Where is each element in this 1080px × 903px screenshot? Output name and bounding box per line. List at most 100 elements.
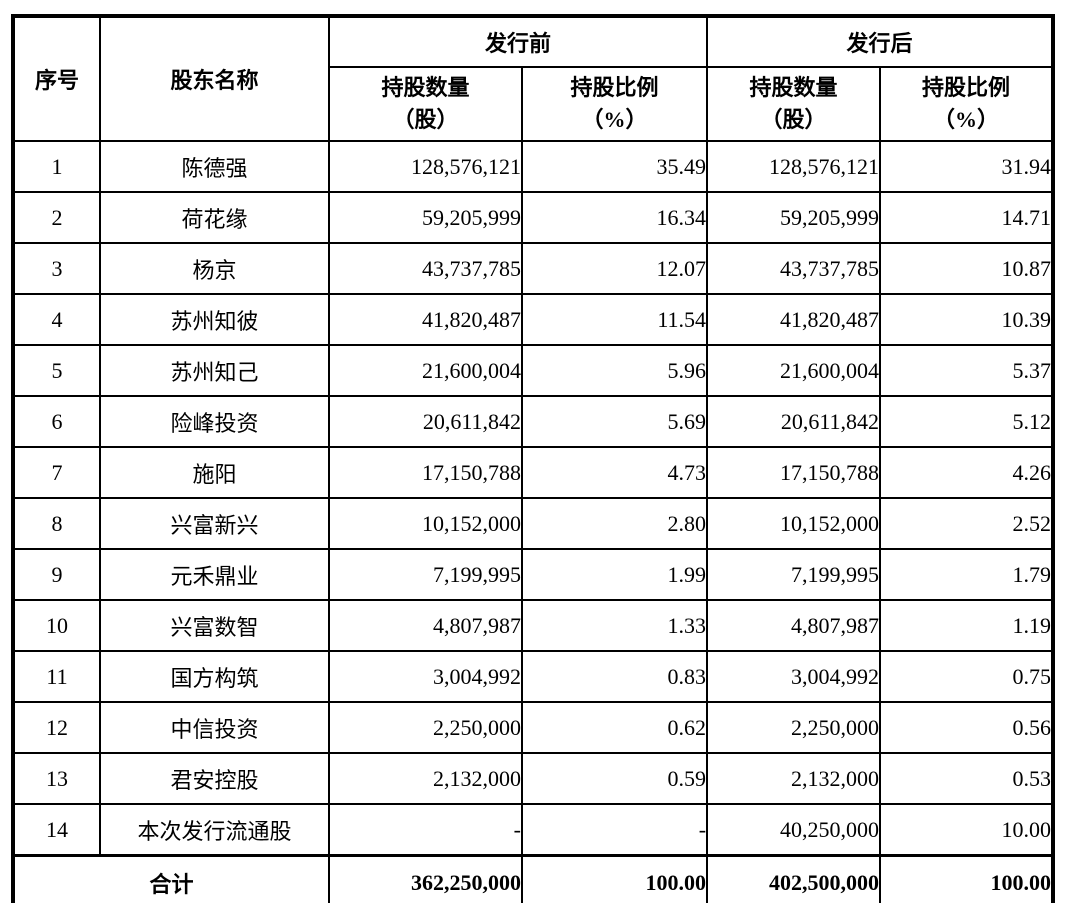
cell-shareholder-name: 中信投资 (99, 701, 330, 754)
cell-after-shares: 21,600,004 (706, 344, 882, 397)
cell-index: 2 (12, 191, 101, 244)
cell-after-ratio: 10.00 (879, 803, 1055, 857)
header-index: 序号 (12, 15, 101, 142)
cell-index: 10 (12, 599, 101, 652)
cell-before-shares: 17,150,788 (328, 446, 523, 499)
table-row: 5 苏州知己 21,600,004 5.96 21,600,004 5.37 (12, 344, 1055, 397)
cell-after-shares: 2,250,000 (706, 701, 882, 754)
cell-before-ratio: 16.34 (520, 191, 709, 244)
cell-shareholder-name: 元禾鼎业 (99, 548, 330, 601)
cell-before-ratio: 5.69 (520, 395, 709, 448)
table-row: 3 杨京 43,737,785 12.07 43,737,785 10.87 (12, 242, 1055, 295)
header-after-ratio: 持股比例 （%） (879, 66, 1055, 142)
cell-before-shares: 43,737,785 (328, 242, 523, 295)
shareholding-table: 序号 股东名称 发行前 发行后 持股数量 （股） 持股比例 （%） 持股数量 （… (11, 14, 1056, 903)
cell-before-ratio: 11.54 (520, 293, 709, 346)
cell-before-shares: 59,205,999 (328, 191, 523, 244)
table-row: 9 元禾鼎业 7,199,995 1.99 7,199,995 1.79 (12, 548, 1055, 601)
cell-shareholder-name: 施阳 (99, 446, 330, 499)
table-row: 14 本次发行流通股 - - 40,250,000 10.00 (12, 803, 1055, 857)
cell-shareholder-name: 国方构筑 (99, 650, 330, 703)
header-after-ratio-line1: 持股比例 (922, 75, 1011, 100)
cell-before-ratio: 1.33 (520, 599, 709, 652)
table-row: 10 兴富数智 4,807,987 1.33 4,807,987 1.19 (12, 599, 1055, 652)
cell-before-shares: 21,600,004 (328, 344, 523, 397)
table-row: 4 苏州知彼 41,820,487 11.54 41,820,487 10.39 (12, 293, 1055, 346)
cell-after-ratio: 14.71 (879, 191, 1055, 244)
cell-before-shares: 2,132,000 (328, 752, 523, 805)
cell-before-shares: - (328, 803, 523, 857)
cell-after-ratio: 31.94 (879, 140, 1055, 193)
cell-after-ratio: 0.75 (879, 650, 1055, 703)
table-row: 6 险峰投资 20,611,842 5.69 20,611,842 5.12 (12, 395, 1055, 448)
header-after-shares-line2: （股） (760, 107, 827, 132)
cell-after-shares: 20,611,842 (706, 395, 882, 448)
cell-index: 11 (12, 650, 101, 703)
cell-after-shares: 43,737,785 (706, 242, 882, 295)
cell-before-ratio: 2.80 (520, 497, 709, 550)
cell-shareholder-name: 险峰投资 (99, 395, 330, 448)
cell-after-ratio: 1.79 (879, 548, 1055, 601)
header-before-shares: 持股数量 （股） (328, 66, 523, 142)
header-before-ratio-line2: （%） (581, 107, 648, 132)
cell-after-shares: 40,250,000 (706, 803, 882, 857)
cell-index: 5 (12, 344, 101, 397)
table-row: 2 荷花缘 59,205,999 16.34 59,205,999 14.71 (12, 191, 1055, 244)
cell-before-shares: 4,807,987 (328, 599, 523, 652)
cell-after-ratio: 2.52 (879, 497, 1055, 550)
cell-before-shares: 3,004,992 (328, 650, 523, 703)
cell-index: 8 (12, 497, 101, 550)
cell-after-shares: 17,150,788 (706, 446, 882, 499)
cell-after-shares: 3,004,992 (706, 650, 882, 703)
cell-index: 14 (12, 803, 101, 857)
header-before-shares-line2: （股） (392, 107, 459, 132)
cell-before-ratio: 5.96 (520, 344, 709, 397)
cell-index: 9 (12, 548, 101, 601)
cell-before-ratio: 12.07 (520, 242, 709, 295)
cell-index: 3 (12, 242, 101, 295)
total-row: 合计 362,250,000 100.00 402,500,000 100.00 (12, 854, 1055, 903)
cell-before-shares: 41,820,487 (328, 293, 523, 346)
cell-after-shares: 7,199,995 (706, 548, 882, 601)
cell-index: 6 (12, 395, 101, 448)
cell-index: 4 (12, 293, 101, 346)
header-before-ratio: 持股比例 （%） (520, 66, 709, 142)
cell-total-before-ratio: 100.00 (520, 854, 709, 903)
cell-before-ratio: 1.99 (520, 548, 709, 601)
cell-before-shares: 2,250,000 (328, 701, 523, 754)
header-group-row: 序号 股东名称 发行前 发行后 (12, 15, 1055, 142)
cell-after-ratio: 5.37 (879, 344, 1055, 397)
cell-shareholder-name: 苏州知彼 (99, 293, 330, 346)
cell-after-shares: 4,807,987 (706, 599, 882, 652)
cell-after-ratio: 1.19 (879, 599, 1055, 652)
cell-before-ratio: 0.62 (520, 701, 709, 754)
cell-before-shares: 20,611,842 (328, 395, 523, 448)
cell-after-shares: 2,132,000 (706, 752, 882, 805)
table-row: 12 中信投资 2,250,000 0.62 2,250,000 0.56 (12, 701, 1055, 754)
table-row: 8 兴富新兴 10,152,000 2.80 10,152,000 2.52 (12, 497, 1055, 550)
header-group-after: 发行后 (706, 15, 1055, 68)
cell-shareholder-name: 兴富数智 (99, 599, 330, 652)
cell-shareholder-name: 陈德强 (99, 140, 330, 193)
header-after-ratio-line2: （%） (933, 107, 1000, 132)
cell-after-ratio: 0.53 (879, 752, 1055, 805)
cell-after-shares: 10,152,000 (706, 497, 882, 550)
cell-before-ratio: - (520, 803, 709, 857)
cell-after-ratio: 4.26 (879, 446, 1055, 499)
cell-after-shares: 41,820,487 (706, 293, 882, 346)
cell-shareholder-name: 杨京 (99, 242, 330, 295)
cell-index: 1 (12, 140, 101, 193)
cell-before-ratio: 35.49 (520, 140, 709, 193)
header-before-ratio-line1: 持股比例 (570, 75, 659, 100)
header-group-before: 发行前 (327, 15, 709, 68)
cell-after-ratio: 5.12 (879, 395, 1055, 448)
table-row: 13 君安控股 2,132,000 0.59 2,132,000 0.53 (12, 752, 1055, 805)
table-row: 11 国方构筑 3,004,992 0.83 3,004,992 0.75 (12, 650, 1055, 703)
cell-index: 13 (12, 752, 101, 805)
cell-after-ratio: 10.39 (879, 293, 1055, 346)
header-before-shares-line1: 持股数量 (381, 75, 470, 100)
cell-before-shares: 10,152,000 (328, 497, 523, 550)
cell-shareholder-name: 兴富新兴 (99, 497, 330, 550)
header-after-shares-line1: 持股数量 (749, 75, 838, 100)
